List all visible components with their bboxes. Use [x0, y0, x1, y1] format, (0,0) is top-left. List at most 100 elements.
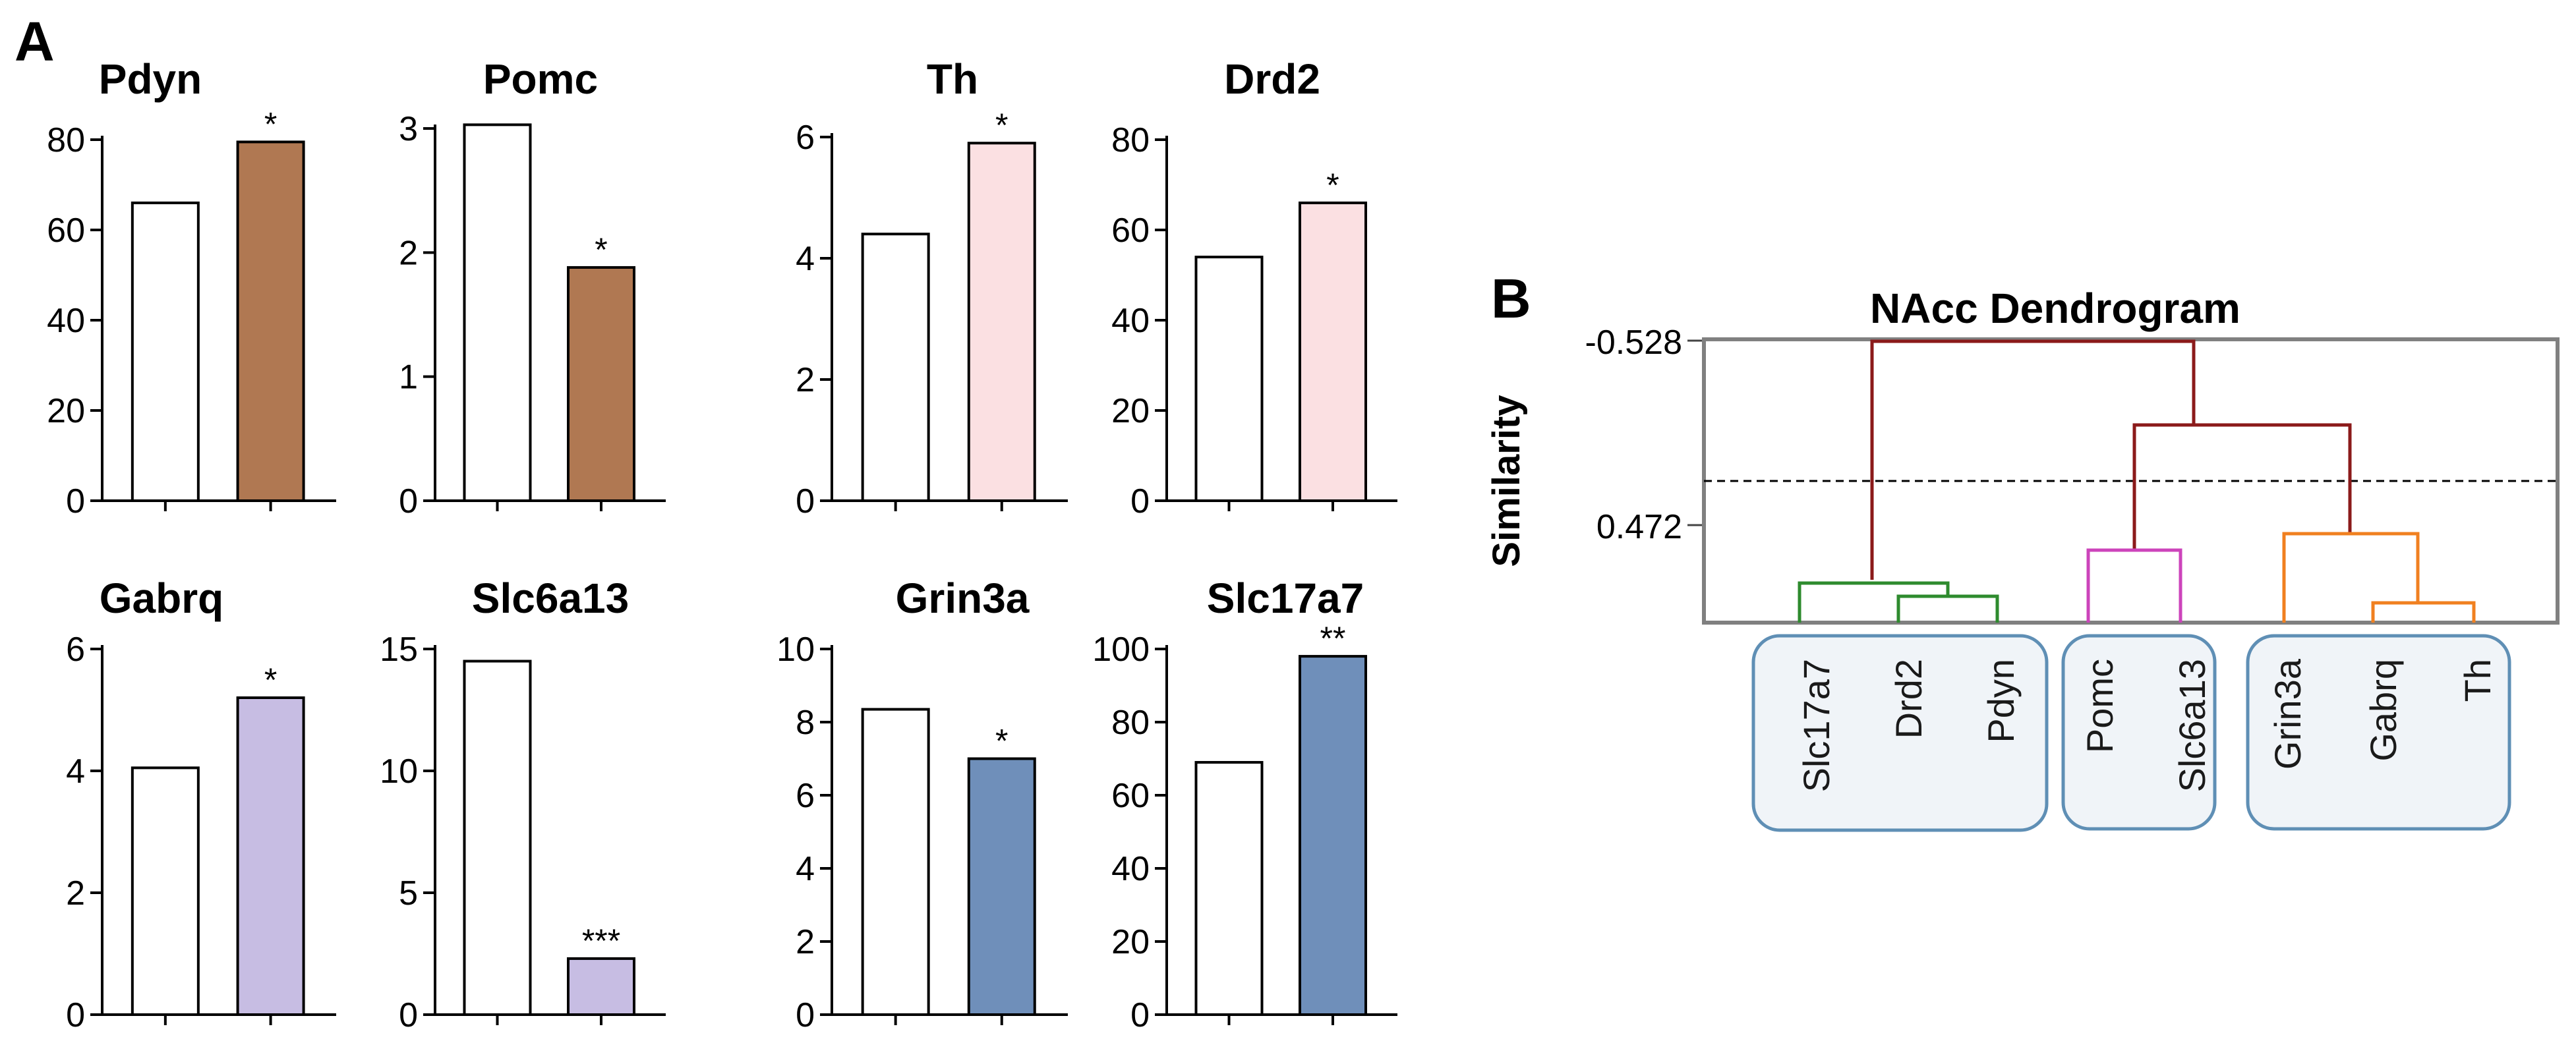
leaf-label-slc6a13: Slc6a13 [2171, 659, 2213, 792]
y-tick-label-slc17a7: 40 [1111, 850, 1150, 888]
y-tick-label-th: 6 [796, 119, 815, 157]
y-tick-label-drd2: 80 [1111, 121, 1150, 159]
bar-th-1 [861, 233, 930, 502]
y-tick-label-drd2: 60 [1111, 211, 1150, 250]
chart-title-gabrq: Gabrq [100, 575, 223, 622]
link-cluster-2 [2086, 548, 2182, 623]
bar-drd2-1 [1194, 256, 1264, 502]
bar-chart-th: Th 0 2 4 6 * [796, 55, 1068, 520]
y-tick-label-grin3a: 4 [796, 850, 815, 888]
chart-title-grin3a: Grin3a [896, 575, 1030, 622]
bar-pomc-1 [463, 123, 532, 503]
y-axis-label: Similarity [1485, 395, 1528, 567]
leaf-label-th: Th [2457, 659, 2498, 702]
bar-chart-gabrq: Gabrq 0 2 4 6 * [66, 575, 336, 1034]
chart-title-slc6a13: Slc6a13 [472, 575, 629, 622]
dendrogram-group: NAcc Dendrogram Similarity -0.528 0.472 Slc1… [1485, 285, 2560, 832]
bar-grin3a-2 [967, 757, 1036, 1016]
leaf-box-1 [1751, 634, 2049, 832]
link-right-merge [2132, 423, 2352, 550]
y-tick-label-grin3a: 6 [796, 777, 815, 815]
y-tick-label-th: 2 [796, 361, 815, 399]
chart-title-slc17a7: Slc17a7 [1207, 575, 1364, 622]
bar-drd2-2 [1299, 201, 1367, 502]
y-tick-label-grin3a: 0 [796, 996, 815, 1034]
y-tick-label-slc6a13: 5 [399, 874, 418, 913]
chart-title-th: Th [927, 55, 978, 103]
y-tick-label-slc17a7: 100 [1092, 631, 1150, 669]
bar-slc17a7-2 [1299, 655, 1367, 1016]
bar-pomc-2 [567, 266, 635, 502]
y-tick-label-pomc: 2 [399, 234, 418, 272]
bar-gabrq-1 [131, 766, 200, 1016]
significance-pdyn: * [264, 105, 277, 142]
link-root [1870, 339, 2196, 580]
significance-drd2: * [1326, 167, 1339, 204]
leaf-label-gabrq: Gabrq [2362, 659, 2404, 762]
y-tick-label-drd2: 0 [1130, 482, 1150, 520]
leaf-box-2 [2061, 634, 2217, 831]
y-tick-label-pomc: 3 [399, 110, 418, 148]
bar-th-2 [967, 142, 1036, 502]
y-tick-label-pdyn: 20 [47, 392, 85, 430]
leaf-box-3 [2246, 634, 2511, 831]
panel-a-label: A [15, 11, 55, 72]
y-tick-label-grin3a: 2 [796, 923, 815, 961]
y-tick-label-pdyn: 60 [47, 211, 85, 250]
y-tick-label-gabrq: 4 [66, 752, 85, 791]
y-tick-label-slc6a13: 0 [399, 996, 418, 1034]
bar-chart-slc6a13: Slc6a13 0 5 10 15 *** [380, 575, 666, 1034]
y-tick-label-pdyn: 80 [47, 121, 85, 159]
significance-grin3a: * [995, 723, 1008, 760]
significance-pomc: * [595, 231, 607, 268]
y-tick-label-gabrq: 0 [66, 996, 85, 1034]
significance-th: * [995, 107, 1008, 144]
leaf-label-pdyn: Pdyn [1980, 659, 2022, 743]
y-tick-label-slc17a7: 80 [1111, 704, 1150, 742]
bar-pdyn-1 [131, 201, 200, 502]
y-tick-label-pdyn: 0 [66, 482, 85, 520]
significance-slc17a7: ** [1320, 620, 1346, 657]
panel-b-label: B [1491, 267, 1531, 329]
chart-title-pomc: Pomc [483, 55, 598, 103]
chart-title-drd2: Drd2 [1224, 55, 1320, 103]
dendrogram-y-tick-label: 0.472 [1596, 508, 1682, 546]
leaf-label-drd2: Drd2 [1888, 659, 1929, 739]
y-tick-label-drd2: 20 [1111, 392, 1150, 430]
y-tick-label-gabrq: 2 [66, 874, 85, 913]
bar-chart-grin3a: Grin3a 0 2 4 6 8 10 * [776, 575, 1068, 1034]
leaf-label-grin3a: Grin3a [2267, 658, 2308, 770]
bar-slc6a13-2 [567, 957, 635, 1017]
y-tick-label-gabrq: 6 [66, 631, 85, 669]
significance-gabrq: * [264, 661, 277, 698]
link-cluster-1 [1798, 581, 1950, 623]
y-tick-label-slc17a7: 0 [1130, 996, 1150, 1034]
bar-pdyn-2 [236, 140, 305, 503]
significance-slc6a13: *** [582, 922, 620, 959]
bar-slc17a7-1 [1194, 761, 1264, 1017]
y-tick-label-grin3a: 8 [796, 704, 815, 742]
dendrogram-y-tick-label: -0.528 [1585, 324, 1682, 362]
link-cluster-3-inner [2371, 601, 2476, 623]
link-cluster-3 [2282, 532, 2420, 623]
y-tick-label-slc6a13: 10 [380, 752, 418, 791]
y-tick-label-slc17a7: 20 [1111, 923, 1150, 961]
leaf-label-slc17a7: Slc17a7 [1796, 659, 1837, 792]
bar-gabrq-2 [236, 696, 305, 1016]
y-tick-label-pomc: 0 [399, 482, 418, 520]
y-tick-label-slc17a7: 60 [1111, 777, 1150, 815]
y-tick-label-slc6a13: 15 [380, 631, 418, 669]
leaf-label-pomc: Pomc [2079, 659, 2121, 753]
dendrogram-title: NAcc Dendrogram [1870, 285, 2240, 332]
y-tick-label-pomc: 1 [399, 358, 418, 397]
bar-chart-pdyn: Pdyn 0 20 40 60 80 * [47, 55, 336, 520]
y-tick-label-drd2: 40 [1111, 302, 1150, 340]
y-tick-label-pdyn: 40 [47, 302, 85, 340]
link-cluster-1-inner [1896, 594, 1999, 623]
bar-chart-slc17a7: Slc17a7 0 20 40 60 80 100 ** [1092, 575, 1397, 1034]
chart-title-pdyn: Pdyn [99, 55, 202, 103]
bar-grin3a-1 [861, 708, 930, 1016]
bar-chart-drd2: Drd2 0 20 40 60 80 * [1111, 55, 1397, 520]
y-tick-label-grin3a: 10 [776, 631, 815, 669]
